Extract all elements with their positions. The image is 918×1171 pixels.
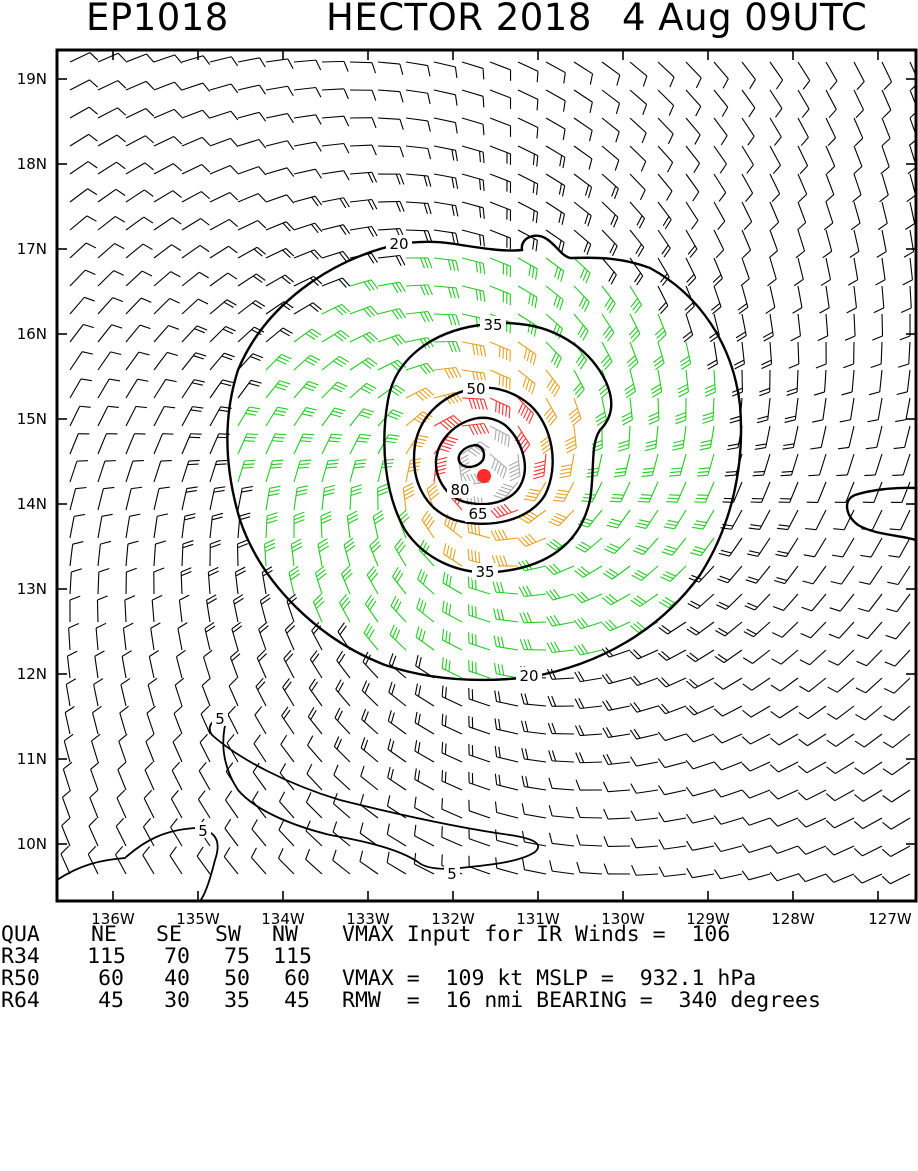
- row-se: 30: [130, 990, 190, 1013]
- contour-label: 5: [447, 865, 457, 883]
- row-nw: 45: [250, 990, 310, 1013]
- storm-name-year: HECTOR 2018: [326, 0, 592, 40]
- radii-row-r34: R34 115 70 75 115: [0, 946, 52, 968]
- row-label: R64: [1, 990, 40, 1013]
- analysis-datetime: 4 Aug 09UTC: [622, 0, 867, 40]
- wind-map: 20 35 50 65 80 20 35 5 5 5 19N 18N 17N 1…: [0, 40, 918, 940]
- lat-label: 16N: [17, 325, 47, 343]
- contour-label: 50: [466, 380, 485, 398]
- lat-label: 15N: [17, 410, 47, 428]
- contour-label: 35: [483, 316, 502, 334]
- lat-label: 13N: [17, 580, 47, 598]
- wind-radii-table: QUA NE SE SW NW VMAX Input for IR Winds …: [0, 924, 918, 1014]
- lat-label: 12N: [17, 665, 47, 683]
- vmax-input-text: VMAX Input for IR Winds = 106: [342, 924, 730, 947]
- row-ne: 45: [60, 990, 124, 1013]
- storm-center-dot: [477, 469, 491, 483]
- lat-label: 18N: [17, 155, 47, 173]
- contour-label: 80: [450, 481, 469, 499]
- radii-header-row: QUA NE SE SW NW VMAX Input for IR Winds …: [0, 924, 52, 946]
- radii-row-r64: R64 45 30 35 45 RMW = 16 nmi BEARING = 3…: [0, 990, 52, 1012]
- storm-id: EP1018: [86, 0, 229, 40]
- radii-row-r50: R50 60 40 50 60 VMAX = 109 kt MSLP = 932…: [0, 968, 52, 990]
- latitude-labels: 19N 18N 17N 16N 15N 14N 13N 12N 11N 10N: [17, 70, 47, 853]
- contour-label: 35: [475, 563, 494, 581]
- contour-label: 65: [468, 505, 487, 523]
- lat-label: 10N: [17, 835, 47, 853]
- contour-label: 20: [519, 667, 538, 685]
- contour-label: 20: [389, 235, 408, 253]
- contour-label: 5: [198, 822, 208, 840]
- row-sw: 35: [190, 990, 250, 1013]
- contour-label: 5: [215, 710, 225, 728]
- lat-label: 19N: [17, 70, 47, 88]
- lat-label: 11N: [17, 750, 47, 768]
- rmw-bearing-text: RMW = 16 nmi BEARING = 340 degrees: [342, 990, 821, 1013]
- lat-label: 17N: [17, 240, 47, 258]
- lat-label: 14N: [17, 495, 47, 513]
